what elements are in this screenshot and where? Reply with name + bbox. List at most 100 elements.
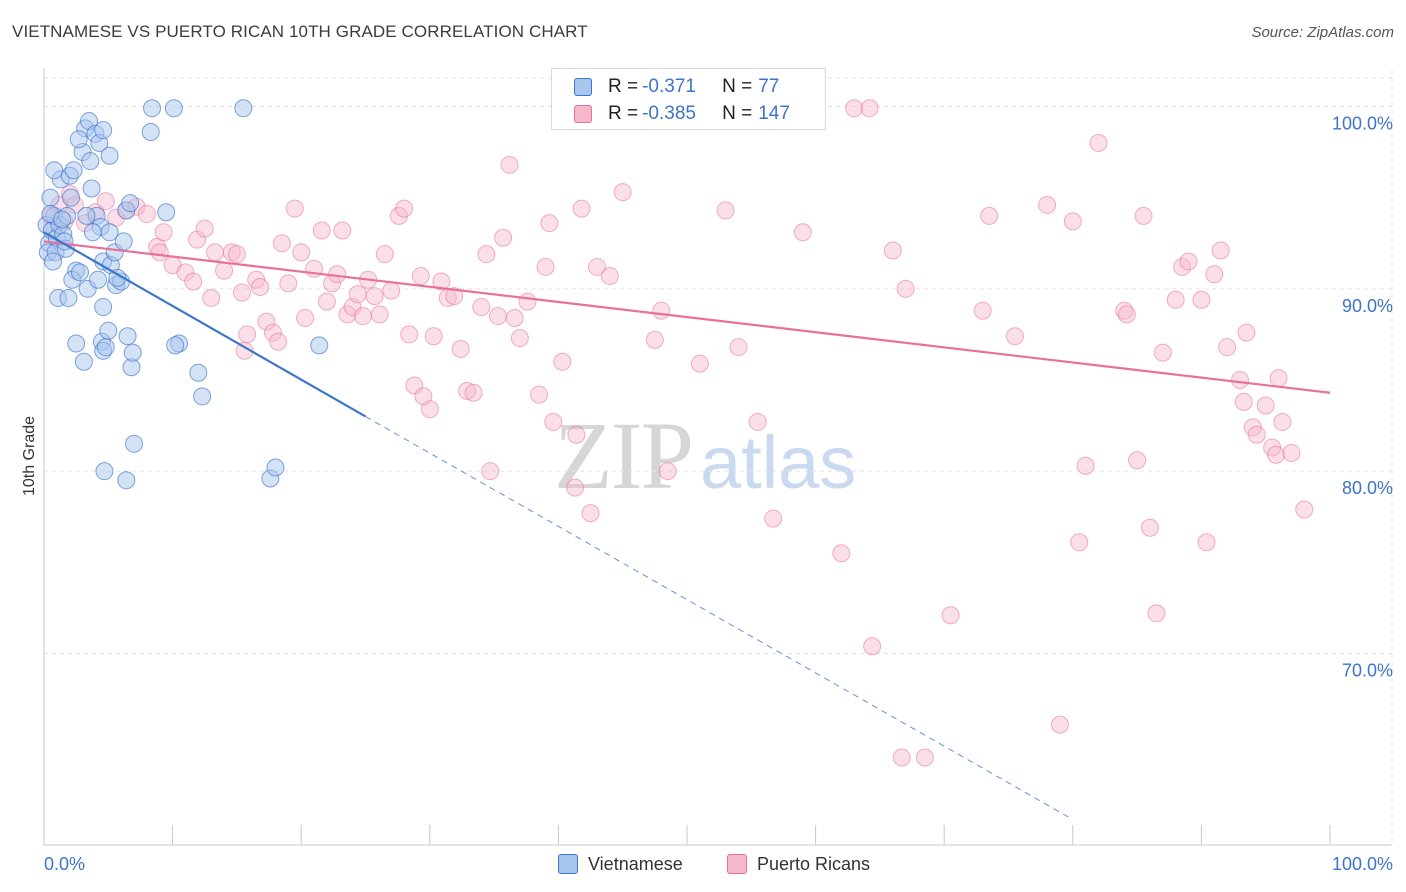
puerto-rican-point — [505, 309, 524, 327]
bottom-legend-swatch-blue — [558, 854, 578, 874]
puerto-rican-point — [600, 267, 619, 286]
vietnamese-point — [89, 270, 108, 289]
puerto-rican-point — [645, 330, 664, 349]
vietnamese-point — [96, 338, 115, 357]
watermark-zip: ZIP — [554, 402, 694, 509]
puerto-rican-point — [451, 340, 470, 358]
puerto-rican-point — [1218, 338, 1237, 357]
puerto-rican-point — [1153, 343, 1172, 362]
legend-row-puerto-rican: R = -0.385 N = 147 — [574, 103, 790, 125]
puerto-rican-point — [748, 412, 767, 431]
puerto-rican-point — [424, 327, 443, 346]
vietnamese-point — [143, 99, 162, 118]
puerto-rican-point — [477, 245, 496, 264]
puerto-rican-point — [572, 199, 591, 218]
puerto-rican-point — [973, 301, 992, 320]
puerto-rican-point — [1050, 715, 1069, 734]
puerto-rican-point — [1070, 533, 1089, 552]
vietnamese-point — [118, 327, 137, 346]
bottom-legend-label: Puerto Ricans — [757, 853, 871, 874]
vietnamese-point — [81, 152, 100, 171]
vietnamese-point — [123, 343, 142, 362]
puerto-rican-point — [510, 329, 529, 348]
vietnamese-point — [64, 161, 83, 180]
puerto-rican-point — [464, 383, 483, 402]
puerto-rican-point — [312, 221, 331, 240]
puerto-rican-point — [1256, 396, 1275, 415]
puerto-rican-point — [202, 288, 221, 307]
legend-row-vietnamese: R = -0.371 N = 77 — [574, 76, 779, 98]
vietnamese-point — [193, 387, 212, 406]
legend-n-value: 147 — [758, 103, 790, 124]
vietnamese-point — [82, 179, 101, 198]
puerto-rican-point — [370, 305, 389, 324]
vietnamese-point — [141, 123, 160, 141]
puerto-rican-point — [860, 99, 879, 118]
puerto-rican-point — [1269, 369, 1288, 388]
puerto-rican-point — [233, 283, 252, 302]
x-tick-label-max: 100.0% — [1332, 854, 1393, 874]
puerto-rican-point — [1237, 323, 1256, 342]
watermark: ZIP atlas — [554, 400, 856, 511]
puerto-rican-point — [518, 292, 537, 311]
x-tick-label-min: 0.0% — [44, 854, 85, 874]
puerto-rican-point — [333, 221, 352, 240]
puerto-rican-point — [1128, 451, 1147, 470]
puerto-rican-point — [414, 387, 433, 406]
puerto-rican-point — [896, 279, 915, 298]
legend-n-value: 77 — [758, 76, 780, 97]
puerto-rican-point — [658, 462, 677, 481]
puerto-rican-point — [285, 199, 304, 218]
puerto-rican-point — [227, 245, 246, 264]
gridlines — [44, 70, 1393, 845]
legend-r-label: R = — [608, 76, 639, 97]
legend-r-value: -0.385 — [642, 103, 696, 124]
puerto-rican-point — [1197, 533, 1216, 552]
bottom-legend-vietnamese: Vietnamese — [558, 852, 683, 876]
puerto-rican-point — [215, 261, 234, 280]
puerto-rican-point — [263, 323, 282, 342]
puerto-rican-point — [729, 338, 748, 357]
puerto-rican-point — [184, 272, 203, 291]
vietnamese-point — [59, 288, 78, 307]
puerto-rican-point — [251, 278, 270, 296]
vietnamese-point — [69, 130, 88, 149]
vietnamese-trend-extension — [365, 416, 1074, 820]
puerto-rican-point — [317, 292, 336, 311]
vietnamese-point — [94, 298, 113, 317]
vietnamese-points — [37, 99, 329, 490]
puerto-rican-point — [793, 223, 812, 242]
chart-title: VIETNAMESE VS PUERTO RICAN 10TH GRADE CO… — [12, 22, 588, 41]
vietnamese-point — [234, 99, 253, 118]
puerto-rican-point — [279, 274, 298, 293]
puerto-rican-point — [1230, 371, 1249, 389]
puerto-rican-point — [652, 301, 671, 320]
puerto-rican-point — [154, 223, 173, 242]
puerto-rican-point — [915, 748, 934, 767]
trend-lines — [43, 231, 1331, 820]
y-tick-label: 90.0% — [1342, 296, 1393, 316]
puerto-rican-point — [1166, 290, 1185, 309]
puerto-rican-point — [1234, 392, 1253, 411]
puerto-rican-point — [432, 272, 451, 291]
puerto-rican-point — [566, 478, 585, 497]
vietnamese-point — [189, 363, 208, 382]
vietnamese-point — [74, 352, 93, 371]
vietnamese-point — [95, 462, 114, 481]
puerto-rican-point — [883, 241, 902, 260]
puerto-rican-point — [238, 325, 257, 344]
bottom-legend-label: Vietnamese — [588, 853, 683, 874]
puerto-rican-point — [472, 298, 491, 317]
vietnamese-point — [100, 223, 119, 242]
puerto-rican-point — [500, 155, 519, 174]
stats-legend: R = -0.371 N = 77 R = -0.385 N = 147 — [551, 68, 826, 130]
legend-n-label: N = — [722, 103, 753, 124]
puerto-rican-trend-line — [43, 240, 1331, 394]
puerto-rican-point — [150, 243, 169, 262]
puerto-rican-point — [137, 205, 156, 224]
vietnamese-trend-line — [43, 231, 367, 418]
puerto-rican-point — [1147, 604, 1166, 623]
puerto-rican-point — [1179, 252, 1198, 271]
puerto-rican-point — [411, 267, 430, 286]
puerto-rican-point — [481, 462, 500, 481]
